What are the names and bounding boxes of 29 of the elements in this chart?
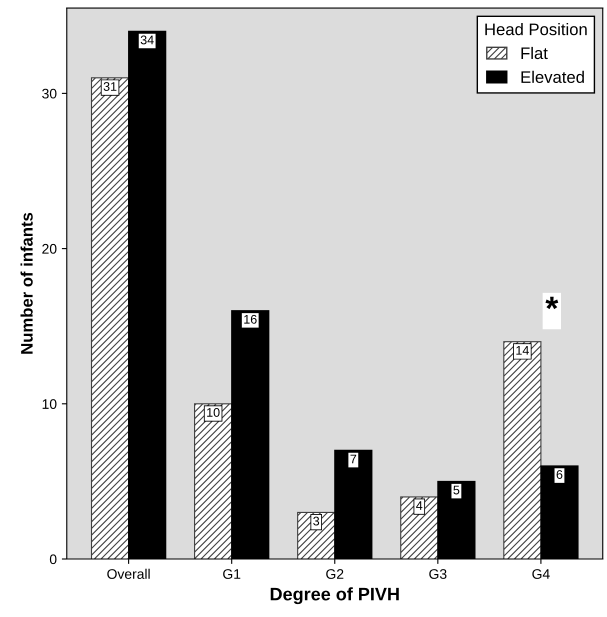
y-tick-label: 20 bbox=[42, 244, 57, 254]
bar bbox=[503, 341, 542, 559]
x-tick-label: Overall bbox=[107, 568, 150, 579]
legend-label: Flat bbox=[521, 46, 548, 60]
x-tick-label: G2 bbox=[326, 569, 344, 579]
data-label: 31 bbox=[104, 82, 116, 91]
y-tick-label: 30 bbox=[42, 88, 57, 99]
y-axis-title: Number of infants bbox=[20, 212, 33, 354]
bar bbox=[90, 77, 130, 559]
x-tick-label: G1 bbox=[223, 569, 240, 579]
y-tick-label: 10 bbox=[42, 399, 57, 409]
data-label: 10 bbox=[207, 408, 220, 417]
data-label: 6 bbox=[556, 470, 562, 479]
x-tick-label: G4 bbox=[532, 569, 550, 579]
data-label: 4 bbox=[416, 501, 422, 510]
data-label: 14 bbox=[516, 346, 529, 355]
data-label: 34 bbox=[140, 36, 154, 44]
y-tick-label: 0 bbox=[50, 554, 57, 564]
data-label: 5 bbox=[453, 486, 460, 494]
bar bbox=[400, 496, 438, 559]
x-tick-label: G3 bbox=[429, 569, 446, 579]
legend-label: Elevated bbox=[521, 70, 584, 84]
x-axis-title: Degree of PIVH bbox=[270, 587, 399, 604]
data-label: 16 bbox=[244, 314, 257, 324]
legend-title: Head Position bbox=[485, 23, 587, 36]
data-label: 3 bbox=[313, 516, 320, 526]
annotation: * bbox=[545, 296, 558, 310]
bar bbox=[194, 403, 232, 559]
data-label: 7 bbox=[350, 454, 356, 464]
